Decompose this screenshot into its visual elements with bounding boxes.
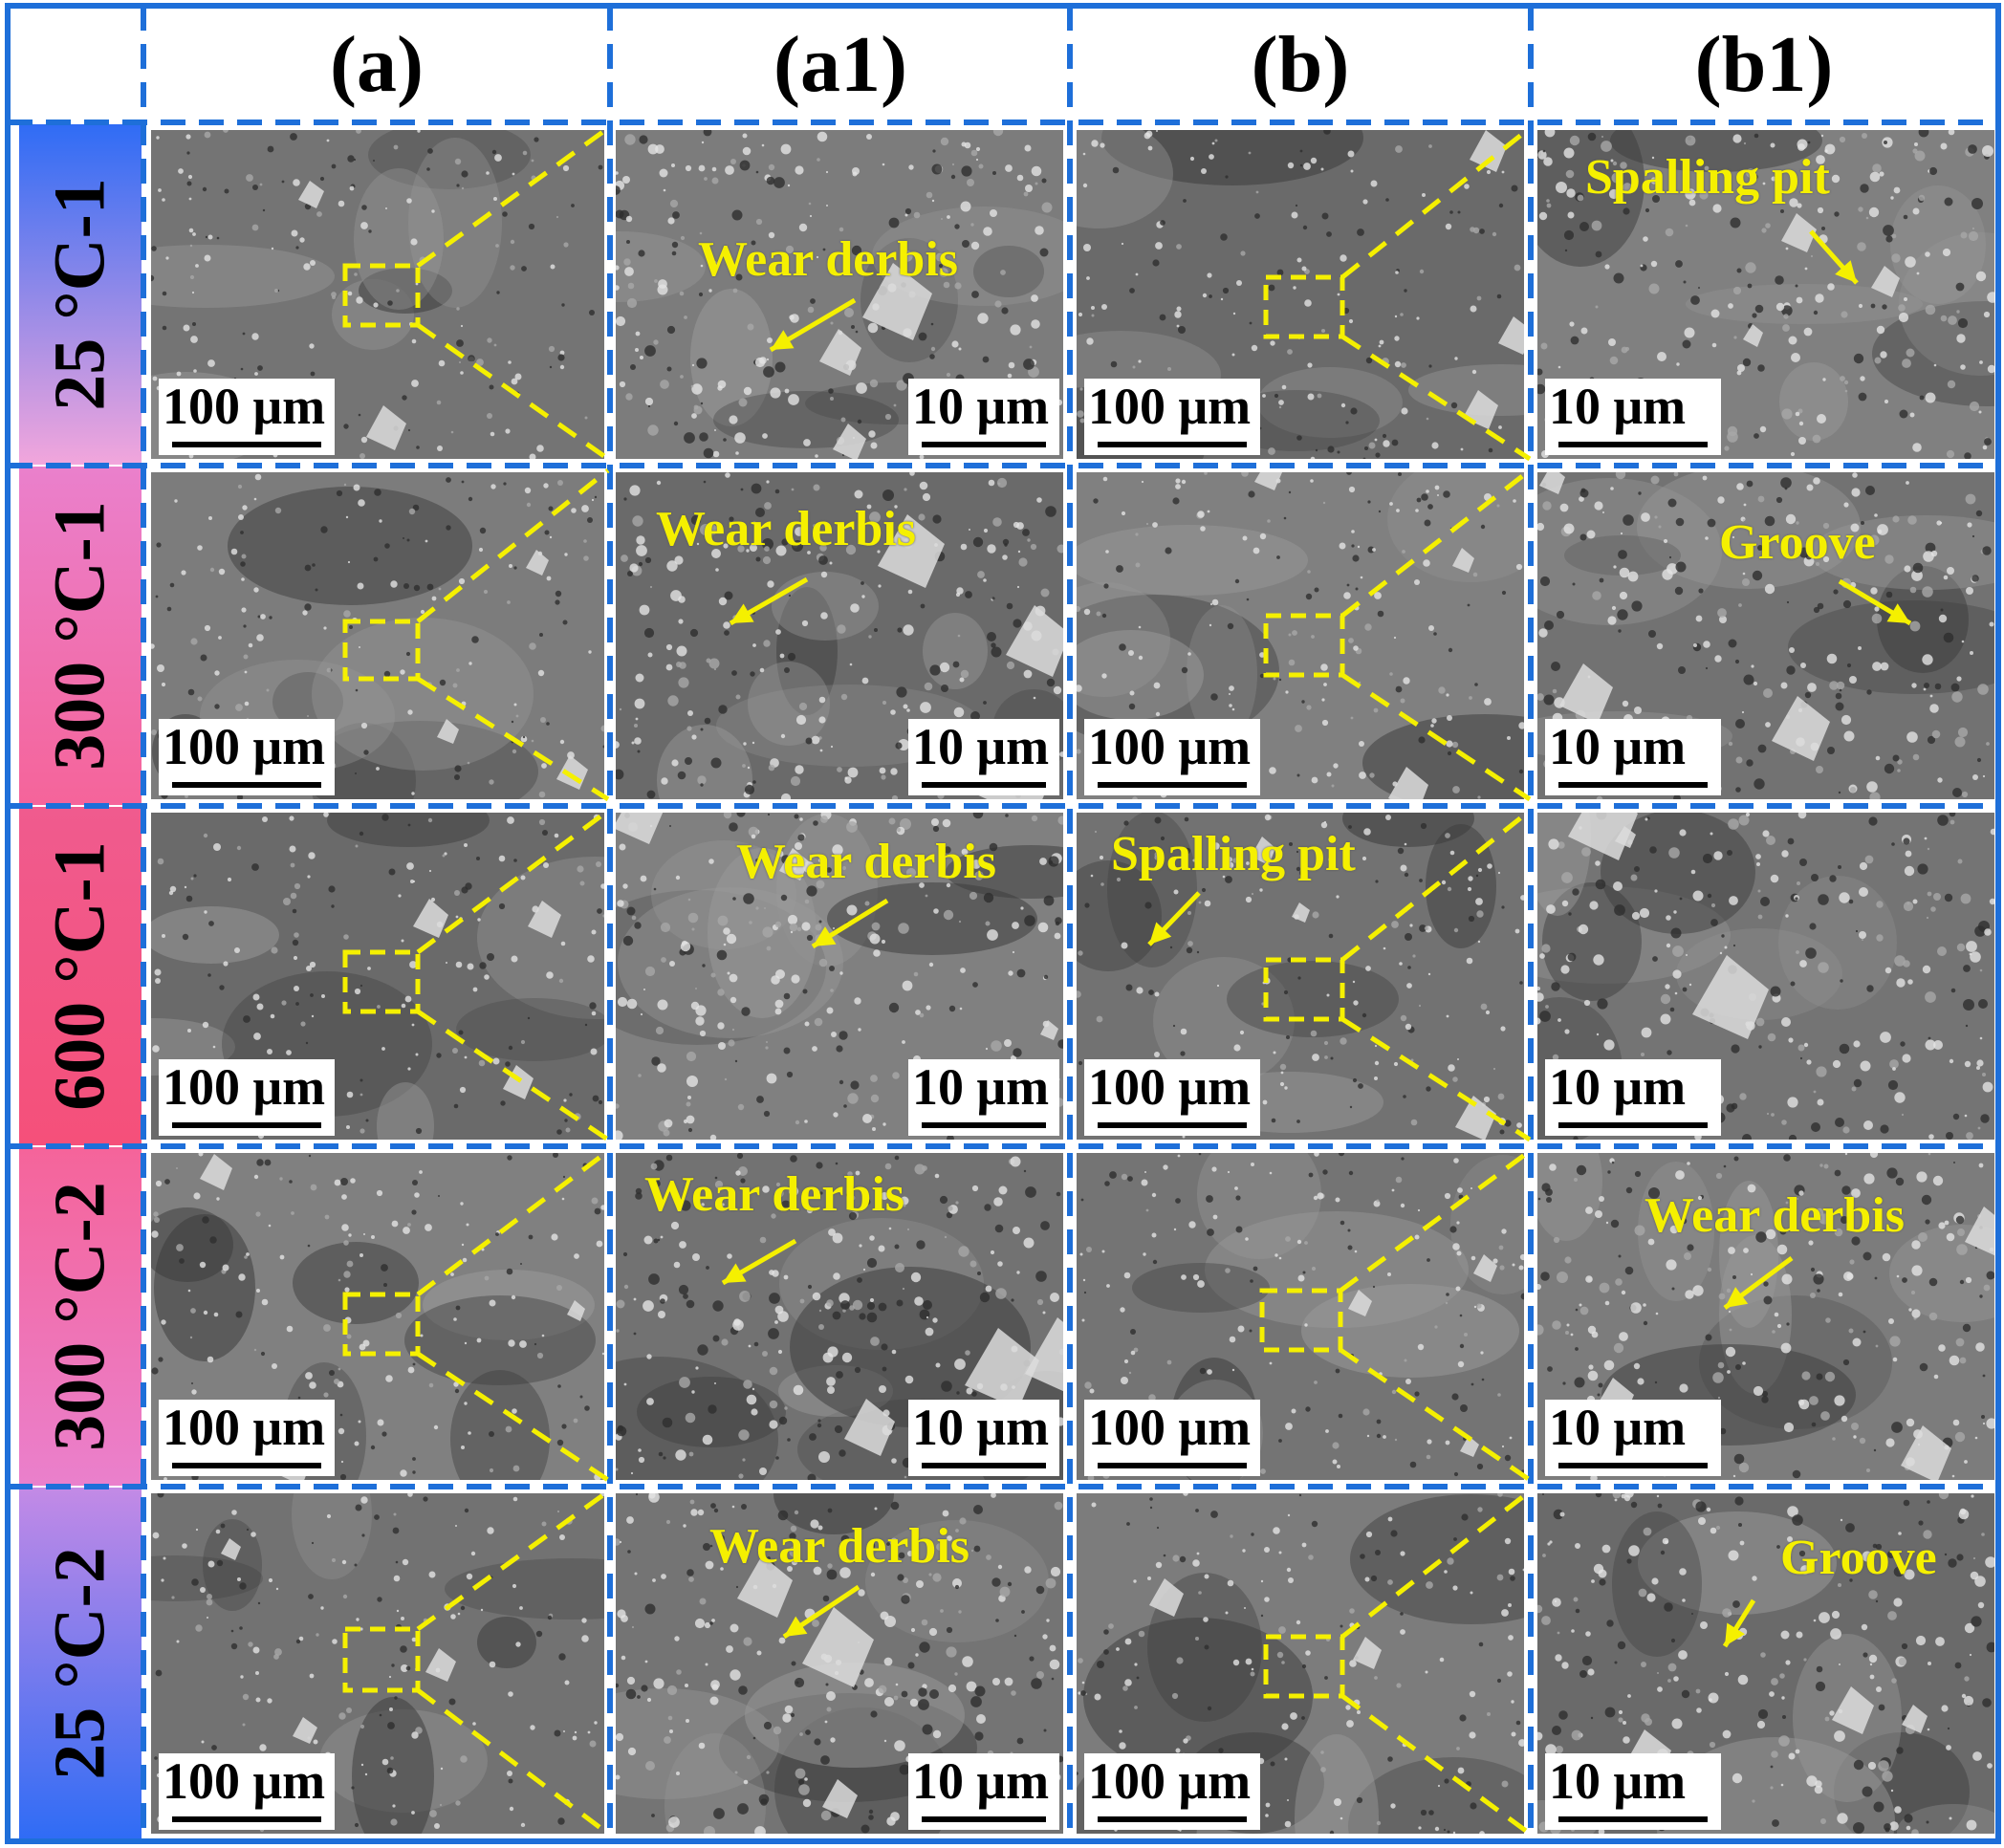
column-header-a: (a) — [330, 19, 424, 109]
scale-bar-line — [1098, 442, 1247, 447]
column-header-b1: (b1) — [1694, 19, 1834, 109]
scale-bar-line — [172, 1122, 321, 1128]
column-header-b: (b) — [1251, 19, 1350, 109]
row-label-25c-1: 25 °C-1 — [19, 124, 142, 465]
row-label-300c-1: 300 °C-1 — [19, 467, 142, 805]
annotation-label: Wear derbis — [736, 835, 997, 889]
scale-bar: 10 μm — [908, 719, 1059, 795]
scale-bar: 100 μm — [1084, 1059, 1260, 1136]
scale-bar: 100 μm — [159, 1400, 335, 1476]
scale-bar-line — [172, 1816, 321, 1822]
scale-bar-line — [1558, 1816, 1708, 1822]
row-label-text: 25 °C-2 — [39, 1547, 120, 1780]
scale-bar-line — [922, 1122, 1046, 1128]
sem-panel-r3-b1: 10 μm — [1537, 813, 1994, 1140]
scale-bar: 10 μm — [1545, 719, 1721, 795]
scale-bar: 100 μm — [159, 379, 335, 455]
scale-bar: 100 μm — [1084, 1400, 1260, 1476]
annotation-label: Groove — [1780, 1531, 1937, 1585]
sem-panel-r2-a: 100 μm — [151, 472, 604, 799]
scale-bar-label: 100 μm — [1088, 1399, 1252, 1456]
scale-bar-line — [1098, 1463, 1247, 1468]
scale-bar-label: 10 μm — [912, 378, 1050, 435]
scale-bar-line — [1558, 782, 1708, 788]
sem-panel-r1-b: 100 μm — [1077, 130, 1524, 459]
scale-bar-label: 100 μm — [1088, 718, 1252, 775]
sem-panel-r1-a: 100 μm — [151, 130, 604, 459]
scale-bar-line — [172, 1463, 321, 1468]
scale-bar-label: 10 μm — [1549, 378, 1687, 435]
row-label-300c-2: 300 °C-2 — [19, 1147, 142, 1486]
scale-bar: 100 μm — [1084, 379, 1260, 455]
scale-bar-label: 100 μm — [163, 1058, 326, 1116]
annotation-label: Wear derbis — [1645, 1188, 1906, 1243]
scale-bar: 10 μm — [1545, 379, 1721, 455]
sem-panel-r1-a1: 10 μm — [616, 130, 1063, 459]
annotation-label: Spalling pit — [1111, 827, 1356, 881]
scale-bar: 100 μm — [159, 1753, 335, 1830]
scale-bar-label: 100 μm — [1088, 378, 1252, 435]
scale-bar-label: 100 μm — [1088, 1752, 1252, 1810]
scale-bar-line — [922, 1816, 1046, 1822]
scale-bar-label: 10 μm — [1549, 718, 1687, 775]
row-label-text: 25 °C-1 — [39, 178, 120, 411]
scale-bar-line — [1558, 1122, 1708, 1128]
annotation-label: Wear derbis — [656, 502, 917, 556]
annotation-label: Wear derbis — [698, 232, 959, 287]
scale-bar-line — [1098, 782, 1247, 788]
scale-bar-line — [922, 782, 1046, 788]
annotation-label: Wear derbis — [709, 1519, 970, 1574]
scale-bar: 10 μm — [908, 1400, 1059, 1476]
sem-panel-r3-a: 100 μm — [151, 813, 604, 1140]
sem-panel-r2-b: 100 μm — [1077, 472, 1524, 799]
sem-panel-r4-b: 100 μm — [1077, 1153, 1524, 1480]
scale-bar-line — [1558, 1463, 1708, 1468]
scale-bar-line — [1098, 1816, 1247, 1822]
scale-bar: 10 μm — [908, 1059, 1059, 1136]
annotation-label: Groove — [1719, 515, 1876, 570]
annotation-label: Spalling pit — [1585, 150, 1830, 205]
scale-bar-label: 10 μm — [1549, 1752, 1687, 1810]
row-label-25c-2: 25 °C-2 — [19, 1488, 142, 1839]
scale-bar-label: 10 μm — [912, 1752, 1050, 1810]
scale-bar-label: 10 μm — [1549, 1399, 1687, 1456]
scale-bar-label: 100 μm — [163, 1752, 326, 1810]
row-label-text: 300 °C-1 — [39, 501, 120, 771]
row-label-text: 600 °C-1 — [39, 841, 120, 1111]
scale-bar: 100 μm — [1084, 1753, 1260, 1830]
scale-bar: 10 μm — [908, 379, 1059, 455]
scale-bar-label: 100 μm — [163, 718, 326, 775]
scale-bar-line — [172, 782, 321, 788]
scale-bar-label: 100 μm — [163, 378, 326, 435]
scale-bar-label: 10 μm — [912, 1058, 1050, 1116]
scale-bar: 100 μm — [159, 719, 335, 795]
annotation-label: Wear derbis — [644, 1167, 905, 1222]
column-header-a1: (a1) — [773, 19, 907, 109]
sem-panel-r4-a: 100 μm — [151, 1153, 604, 1480]
scale-bar: 10 μm — [1545, 1400, 1721, 1476]
scale-bar-label: 10 μm — [912, 718, 1050, 775]
scale-bar: 10 μm — [908, 1753, 1059, 1830]
scale-bar: 100 μm — [1084, 719, 1260, 795]
scale-bar-line — [172, 442, 321, 447]
scale-bar-line — [922, 442, 1046, 447]
scale-bar-label: 10 μm — [1549, 1058, 1687, 1116]
scale-bar-line — [1098, 1122, 1247, 1128]
scale-bar-line — [922, 1463, 1046, 1468]
row-label-text: 300 °C-2 — [39, 1182, 120, 1451]
scale-bar-label: 100 μm — [163, 1399, 326, 1456]
scale-bar: 100 μm — [159, 1059, 335, 1136]
scale-bar: 10 μm — [1545, 1059, 1721, 1136]
row-label-600c-1: 600 °C-1 — [19, 807, 142, 1145]
sem-panel-r5-a: 100 μm — [151, 1493, 604, 1834]
scale-bar: 10 μm — [1545, 1753, 1721, 1830]
scale-bar-label: 10 μm — [912, 1399, 1050, 1456]
scale-bar-label: 100 μm — [1088, 1058, 1252, 1116]
scale-bar-line — [1558, 442, 1708, 447]
sem-panel-r5-b: 100 μm — [1077, 1493, 1524, 1834]
